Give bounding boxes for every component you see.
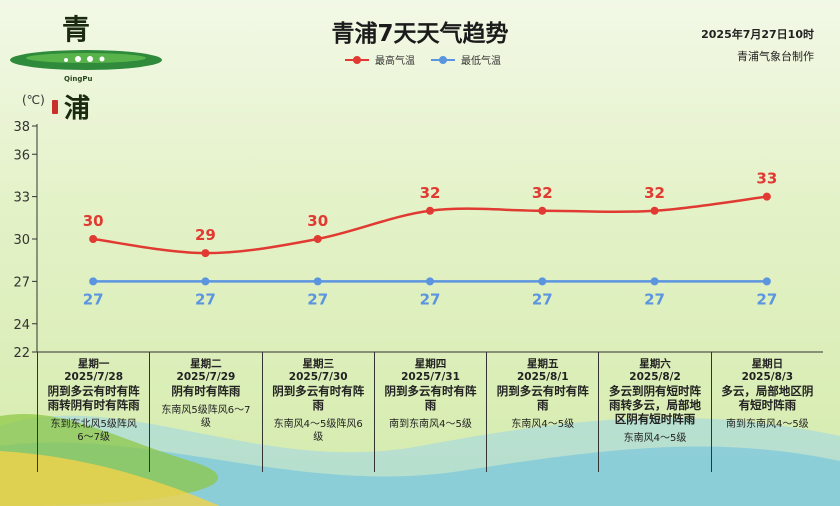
- day-wind: 东南风4～5级: [511, 419, 575, 430]
- qingpu-logo: 青 QingPu 浦: [6, 4, 166, 124]
- data-label-low: 27: [420, 290, 441, 308]
- issue-source: 青浦气象台制作: [737, 50, 814, 63]
- day-date: 2025/7/29: [176, 371, 236, 383]
- data-label-high: 30: [307, 212, 328, 230]
- y-tick-label: 22: [13, 346, 30, 361]
- day-weekday: 星期三: [302, 358, 334, 370]
- data-label-low: 27: [532, 290, 553, 308]
- day-column: 星期一 2025/7/28 阴到多云有时有阵雨转阴有时有阵雨 东到东北风5级阵风…: [37, 352, 149, 472]
- day-weather: 阴有时有阵雨: [171, 384, 241, 398]
- day-weather: 阴到多云有时有阵雨转阴有时有阵雨: [47, 384, 140, 412]
- data-point-low: [426, 277, 434, 286]
- day-column: 星期四 2025/7/31 阴到多云有时有阵雨 南到东南风4～5级: [373, 352, 486, 472]
- data-label-low: 27: [644, 290, 665, 308]
- y-tick-label: 38: [13, 120, 30, 135]
- data-point-low: [201, 277, 210, 286]
- data-point-low: [762, 277, 771, 286]
- issue-date: 2025年7月27日10时: [701, 28, 814, 41]
- y-tick-label: 36: [13, 148, 30, 163]
- day-weekday: 星期二: [190, 358, 222, 370]
- data-point-high: [426, 206, 434, 215]
- day-weather: 多云，局部地区阴有短时阵雨: [721, 384, 814, 412]
- data-label-low: 27: [756, 290, 777, 308]
- data-point-high: [201, 249, 210, 258]
- y-tick-label: 33: [13, 191, 30, 206]
- day-date: 2025/7/28: [64, 371, 124, 383]
- day-weather: 阴到多云有时有阵雨: [384, 384, 477, 412]
- data-point-low: [650, 277, 659, 286]
- data-point-high: [89, 235, 98, 243]
- day-column: 星期六 2025/8/2 多云到阴有短时阵雨转多云，局部地区阴有短时阵雨 东南风…: [598, 352, 710, 472]
- data-label-high: 32: [420, 184, 441, 202]
- data-label-high: 30: [83, 212, 104, 230]
- data-label-high: 32: [532, 184, 553, 202]
- data-point-high: [313, 235, 322, 243]
- y-tick-label: 27: [13, 275, 30, 290]
- day-column: 星期日 2025/8/3 多云，局部地区阴有短时阵雨 南到东南风4～5级: [710, 352, 823, 472]
- day-date: 2025/8/1: [517, 371, 569, 383]
- day-weekday: 星期一: [77, 358, 110, 370]
- data-label-low: 27: [83, 290, 104, 308]
- day-column: 星期三 2025/7/30 阴到多云有时有阵雨 东南风4～5级阵风6级: [261, 352, 374, 472]
- legend-swatch-low: [431, 55, 455, 65]
- legend-item-low: 最低气温: [431, 52, 501, 67]
- data-point-high: [762, 192, 771, 201]
- background-waves: [0, 414, 840, 506]
- page-title: 青浦7天天气趋势: [331, 21, 509, 47]
- data-point-low: [313, 277, 322, 286]
- y-axis-unit: (℃): [22, 93, 45, 107]
- data-point-low: [538, 277, 547, 286]
- day-weather: 多云到阴有短时阵雨转多云，局部地区阴有短时阵雨: [609, 384, 702, 426]
- seal-icon: [52, 100, 58, 114]
- day-date: 2025/8/3: [741, 371, 794, 383]
- day-wind: 东南风5级阵风6～7级: [161, 405, 251, 429]
- day-column: 星期二 2025/7/29 阴有时有阵雨 东南风5级阵风6～7级: [149, 352, 261, 472]
- logo-char-top: 青: [62, 13, 91, 46]
- day-date: 2025/7/30: [288, 371, 348, 383]
- data-label-high: 32: [644, 184, 665, 202]
- data-label-low: 27: [307, 290, 328, 308]
- day-column: 星期五 2025/8/1 阴到多云有时有阵雨 东南风4～5级: [486, 352, 598, 472]
- day-wind: 东到东北风5级阵风6～7级: [50, 419, 137, 443]
- legend-swatch-high: [345, 55, 369, 65]
- day-weather: 阴到多云有时有阵雨: [272, 384, 365, 412]
- day-weekday: 星期日: [751, 358, 784, 370]
- day-weekday: 星期五: [527, 358, 559, 370]
- data-point-high: [538, 206, 547, 215]
- data-label-high: 33: [756, 170, 777, 188]
- day-weekday: 星期四: [414, 358, 447, 370]
- day-wind: 南到东南风4～5级: [725, 419, 809, 430]
- legend-label-low: 最低气温: [461, 56, 501, 67]
- island-icon: [10, 50, 162, 70]
- day-wind: 东南风4～5级阵风6级: [273, 419, 363, 443]
- daily-forecast-table: 星期一 2025/7/28 阴到多云有时有阵雨转阴有时有阵雨 东到东北风5级阵风…: [37, 352, 823, 472]
- series-line-high: [92, 195, 768, 255]
- day-date: 2025/8/2: [629, 371, 681, 383]
- day-wind: 东南风4～5级: [623, 433, 687, 444]
- day-wind: 南到东南风4～5级: [389, 419, 472, 430]
- data-point-low: [89, 277, 98, 286]
- day-weather: 阴到多云有时有阵雨: [496, 384, 589, 412]
- data-point-high: [650, 206, 659, 215]
- day-weekday: 星期六: [639, 358, 671, 370]
- data-label-low: 27: [195, 290, 216, 308]
- y-tick-label: 30: [13, 233, 30, 248]
- legend-label-high: 最高气温: [375, 56, 415, 67]
- data-label-high: 29: [195, 226, 216, 244]
- day-date: 2025/7/31: [401, 371, 460, 383]
- logo-char-bottom: 浦: [64, 94, 91, 124]
- logo-subtitle: QingPu: [64, 75, 93, 83]
- issue-info: 2025年7月27日10时 青浦气象台制作: [701, 24, 814, 68]
- y-tick-label: 24: [13, 318, 30, 333]
- chart-legend: 最高气温 最低气温: [345, 52, 501, 67]
- legend-item-high: 最高气温: [345, 52, 415, 67]
